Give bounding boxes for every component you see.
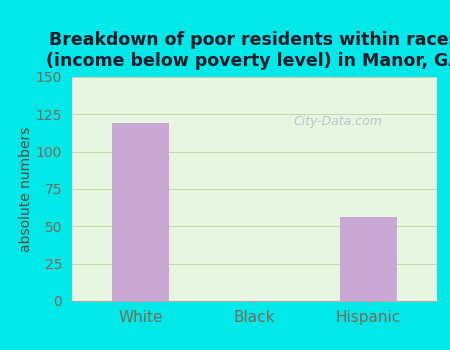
Text: City-Data.com: City-Data.com	[294, 115, 382, 128]
Bar	[112, 123, 169, 301]
Y-axis label: absolute numbers: absolute numbers	[19, 126, 33, 252]
Title: Breakdown of poor residents within races
(income below poverty level) in Manor, : Breakdown of poor residents within races…	[46, 31, 450, 70]
Bar	[340, 217, 396, 301]
